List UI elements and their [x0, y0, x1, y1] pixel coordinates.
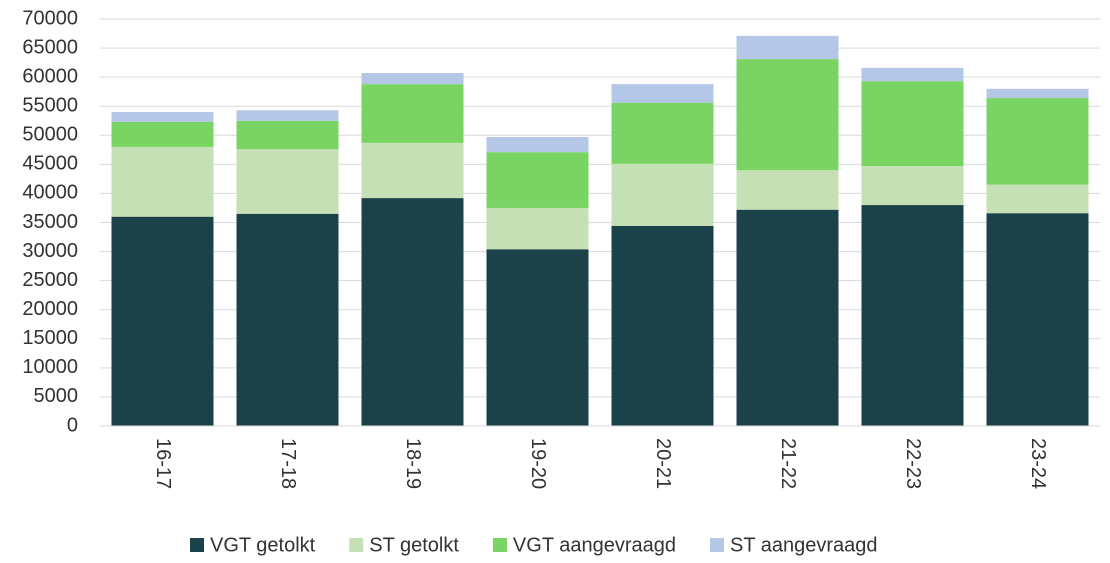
- bar-segment: [736, 209, 839, 426]
- bar-segment: [736, 35, 839, 60]
- bar-segment: [861, 67, 964, 82]
- x-tick-label: 18-19: [402, 438, 424, 489]
- x-tick-label: 19-20: [527, 438, 549, 489]
- y-tick-label: 45000: [22, 153, 78, 175]
- legend-label: ST getolkt: [369, 534, 459, 556]
- bar-segment: [611, 84, 714, 103]
- y-tick-label: 65000: [22, 36, 78, 58]
- x-tick-label: 16-17: [152, 438, 174, 489]
- bar-segment: [236, 213, 339, 426]
- bar-segment: [611, 102, 714, 164]
- x-tick-label: 17-18: [277, 438, 299, 489]
- bar-segment: [611, 163, 714, 226]
- bar-segment: [986, 213, 1089, 426]
- bar-segment: [861, 81, 964, 167]
- bar-segment: [986, 184, 1089, 214]
- bar-segment: [361, 73, 464, 85]
- y-tick-label: 20000: [22, 298, 78, 320]
- bar-segment: [486, 207, 589, 250]
- bar-segment: [361, 142, 464, 199]
- bar-segment: [486, 137, 589, 153]
- bar-segment: [736, 59, 839, 171]
- bar-segment: [986, 88, 1089, 99]
- y-tick-label: 0: [67, 414, 78, 436]
- y-tick-label: 50000: [22, 124, 78, 146]
- bar-segment: [611, 225, 714, 426]
- bar-segment: [486, 152, 589, 208]
- legend-swatch: [349, 538, 364, 552]
- legend-label: VGT getolkt: [210, 534, 316, 556]
- bar-segment: [861, 166, 964, 206]
- y-tick-label: 60000: [22, 65, 78, 87]
- x-tick-label: 20-21: [652, 438, 674, 489]
- bar-segment: [861, 205, 964, 426]
- y-tick-label: 40000: [22, 182, 78, 204]
- legend-swatch: [492, 538, 507, 552]
- legend: VGT getolkt ST getolkt VGT aangevraagd ST a…: [190, 534, 878, 556]
- legend-swatch: [190, 538, 204, 552]
- x-tick-label: 23-24: [1027, 438, 1049, 489]
- bar-segment: [111, 216, 214, 426]
- y-tick-label: 15000: [22, 327, 78, 349]
- y-tick-label: 10000: [22, 356, 78, 378]
- x-tick-label: 22-23: [902, 438, 924, 489]
- y-tick-label: 25000: [22, 269, 78, 291]
- legend-label: ST aangevraagd: [730, 534, 878, 556]
- bar-segment: [111, 146, 214, 217]
- bar-segment: [736, 170, 839, 210]
- bar-segment: [486, 249, 589, 426]
- bar-segment: [236, 149, 339, 214]
- bar-segment: [361, 198, 464, 426]
- bar-segment: [236, 110, 339, 121]
- bar-segment: [111, 112, 214, 122]
- bar-segment: [361, 84, 464, 143]
- bar-segment: [111, 121, 214, 147]
- y-tick-label: 35000: [22, 211, 78, 233]
- legend-label: VGT aangevraagd: [513, 534, 676, 556]
- legend-swatch: [710, 538, 724, 552]
- bar-segment: [986, 98, 1089, 185]
- y-tick-label: 30000: [22, 240, 78, 262]
- bar-segment: [236, 120, 339, 150]
- y-tick-label: 5000: [34, 385, 79, 407]
- y-tick-label: 55000: [22, 94, 78, 116]
- x-tick-label: 21-22: [777, 438, 799, 489]
- y-tick-label: 70000: [22, 7, 78, 29]
